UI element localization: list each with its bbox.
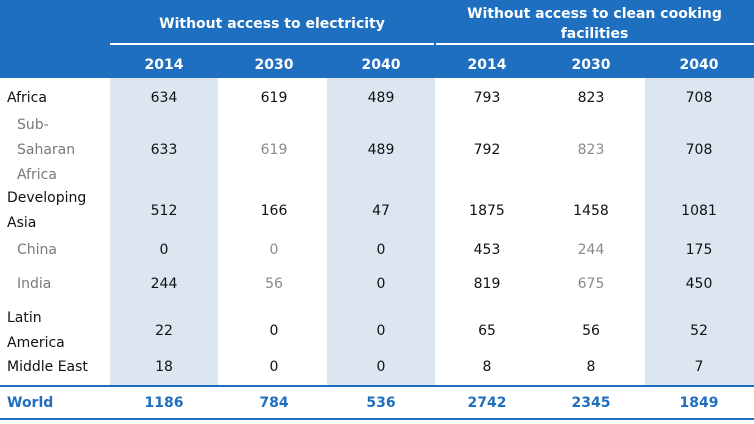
value-cell: 512 bbox=[150, 203, 178, 219]
value-cell: 0 bbox=[269, 323, 279, 339]
row-label: China bbox=[17, 242, 57, 258]
value-cell: 0 bbox=[269, 242, 279, 258]
table-bottom-rule bbox=[0, 418, 754, 420]
value-cell: 0 bbox=[376, 323, 386, 339]
year-header: 2014 bbox=[467, 57, 507, 73]
value-cell: 453 bbox=[473, 242, 501, 258]
value-cell: 56 bbox=[582, 323, 600, 339]
year-header: 2030 bbox=[571, 57, 611, 73]
value-cell: 793 bbox=[473, 90, 501, 106]
row-label: Middle East bbox=[7, 359, 88, 375]
value-cell: 450 bbox=[685, 276, 713, 292]
column-shade bbox=[327, 78, 435, 386]
value-cell: 489 bbox=[367, 142, 395, 158]
value-cell: 1458 bbox=[573, 203, 609, 219]
row-label: Latin America bbox=[7, 310, 65, 351]
total-separator bbox=[0, 385, 754, 387]
header-band bbox=[0, 0, 754, 78]
value-cell: 819 bbox=[473, 276, 501, 292]
value-cell: 1081 bbox=[681, 203, 717, 219]
value-cell: 18 bbox=[155, 359, 173, 375]
value-cell: 708 bbox=[685, 90, 713, 106]
value-cell: 823 bbox=[577, 142, 605, 158]
row-label: Sub- Saharan Africa bbox=[17, 117, 76, 183]
world-value-cell: 536 bbox=[366, 395, 396, 411]
value-cell: 823 bbox=[577, 90, 605, 106]
value-cell: 1875 bbox=[469, 203, 505, 219]
row-header-band bbox=[0, 0, 108, 78]
group-underline-clean-cooking bbox=[436, 43, 754, 45]
value-cell: 166 bbox=[260, 203, 288, 219]
value-cell: 489 bbox=[367, 90, 395, 106]
row-label: Africa bbox=[7, 90, 47, 106]
value-cell: 47 bbox=[372, 203, 390, 219]
year-header: 2014 bbox=[144, 57, 184, 73]
value-cell: 619 bbox=[260, 90, 288, 106]
value-cell: 175 bbox=[685, 242, 713, 258]
value-cell: 52 bbox=[690, 323, 708, 339]
world-value-cell: 2742 bbox=[467, 395, 507, 411]
world-value-cell: 1186 bbox=[144, 395, 184, 411]
value-cell: 619 bbox=[260, 142, 288, 158]
value-cell: 244 bbox=[577, 242, 605, 258]
year-header: 2040 bbox=[679, 57, 719, 73]
value-cell: 65 bbox=[478, 323, 496, 339]
column-shade bbox=[110, 78, 218, 386]
year-header: 2030 bbox=[254, 57, 294, 73]
row-label: Developing Asia bbox=[7, 190, 87, 231]
value-cell: 56 bbox=[265, 276, 283, 292]
value-cell: 633 bbox=[150, 142, 178, 158]
value-cell: 792 bbox=[473, 142, 501, 158]
group-title-clean-cooking: Without access to clean cooking faciliti… bbox=[467, 6, 722, 42]
value-cell: 244 bbox=[150, 276, 178, 292]
value-cell: 8 bbox=[586, 359, 596, 375]
value-cell: 7 bbox=[694, 359, 704, 375]
row-label: India bbox=[17, 276, 52, 292]
world-value-cell: 1849 bbox=[679, 395, 719, 411]
world-value-cell: 784 bbox=[259, 395, 289, 411]
value-cell: 0 bbox=[376, 242, 386, 258]
value-cell: 0 bbox=[376, 359, 386, 375]
world-row-label: World bbox=[7, 395, 54, 411]
value-cell: 22 bbox=[155, 323, 173, 339]
value-cell: 0 bbox=[159, 242, 169, 258]
value-cell: 634 bbox=[150, 90, 178, 106]
group-underline-electricity bbox=[110, 43, 434, 45]
value-cell: 8 bbox=[482, 359, 492, 375]
group-title-electricity: Without access to electricity bbox=[159, 16, 385, 32]
value-cell: 0 bbox=[269, 359, 279, 375]
value-cell: 0 bbox=[376, 276, 386, 292]
year-header: 2040 bbox=[361, 57, 401, 73]
world-value-cell: 2345 bbox=[571, 395, 611, 411]
column-shade bbox=[645, 78, 754, 386]
value-cell: 708 bbox=[685, 142, 713, 158]
value-cell: 675 bbox=[577, 276, 605, 292]
